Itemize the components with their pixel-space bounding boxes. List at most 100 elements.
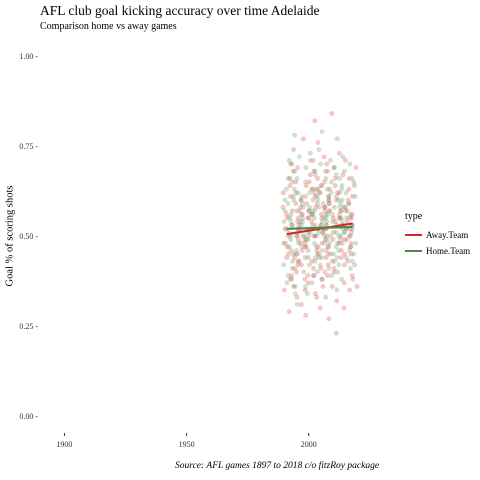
data-point-home [334, 287, 340, 293]
data-point-away [315, 175, 321, 181]
data-point-away [316, 255, 322, 261]
y-tick-label: 0.50 - [19, 232, 38, 241]
data-point-home [290, 222, 295, 228]
data-point-home [314, 233, 320, 239]
data-point-home [330, 211, 336, 217]
data-point-home [311, 273, 317, 279]
data-point-away [331, 265, 337, 271]
data-point-home [347, 161, 353, 167]
data-point-home [339, 197, 345, 203]
data-point-away [294, 233, 300, 239]
data-point-away [306, 208, 312, 214]
data-point-away [298, 197, 304, 203]
legend-key-home [405, 250, 422, 252]
data-point-away [309, 219, 315, 225]
data-point-home [346, 201, 352, 207]
data-point-away [311, 168, 317, 174]
data-point-home [338, 237, 344, 243]
data-point-home [330, 219, 335, 225]
data-point-home [292, 291, 298, 297]
data-point-away [338, 208, 344, 214]
data-point-away [305, 237, 311, 243]
data-point-away [321, 154, 327, 160]
data-point-home [319, 247, 325, 253]
data-point-away [320, 283, 326, 289]
data-point-away [322, 208, 328, 214]
data-point-away [296, 258, 302, 264]
data-point-home [352, 193, 358, 199]
data-point-home [339, 276, 345, 282]
chart-title: AFL club goal kicking accuracy over time… [40, 3, 320, 18]
data-point-away [339, 240, 345, 246]
data-point-home [282, 226, 288, 232]
data-point-away [311, 265, 317, 271]
data-point-away [319, 215, 325, 221]
data-point-away [286, 251, 291, 257]
x-tick-label: 1950 [179, 440, 195, 449]
data-point-away [337, 190, 342, 196]
data-point-away [352, 183, 357, 189]
data-point-away [295, 165, 301, 171]
data-point-away [349, 229, 354, 235]
data-point-away [284, 215, 290, 221]
data-point-home [344, 237, 350, 243]
data-point-home [314, 186, 320, 192]
data-point-away [322, 237, 328, 243]
data-point-home [299, 201, 305, 207]
x-tick-label: 2000 [301, 440, 317, 449]
data-point-away [282, 240, 288, 246]
data-point-away [319, 276, 325, 282]
data-point-away [326, 316, 332, 322]
data-point-away [311, 273, 316, 279]
data-point-home [333, 244, 339, 250]
data-point-home [291, 186, 297, 192]
data-point-away [280, 190, 286, 196]
legend-item-home: Home.Team [405, 243, 470, 259]
data-point-away [290, 265, 296, 271]
x-axis: 1900 1950 2000 [56, 433, 317, 449]
data-point-home [335, 269, 341, 275]
data-point-away [323, 247, 329, 253]
data-point-home [300, 219, 305, 225]
data-point-home [325, 211, 331, 217]
data-point-away [309, 186, 315, 192]
data-point-away [304, 201, 310, 207]
data-point-home [327, 157, 333, 163]
data-point-away [284, 244, 290, 250]
data-point-away [300, 136, 306, 142]
data-point-home [304, 291, 310, 297]
data-point-away [329, 283, 335, 289]
data-point-away [331, 165, 337, 171]
data-point-away [342, 157, 348, 163]
data-point-away [292, 255, 297, 261]
data-point-away [299, 211, 305, 217]
chart-subtitle: Comparison home vs away games [40, 21, 177, 32]
data-point-away [295, 215, 301, 221]
data-point-home [310, 211, 316, 217]
data-point-away [326, 201, 332, 207]
data-point-away [311, 233, 317, 239]
data-point-home [287, 215, 293, 221]
data-point-away [293, 201, 299, 207]
data-point-home [285, 273, 291, 279]
data-point-home [347, 244, 353, 250]
y-tick-label: 1.00 - [19, 52, 38, 61]
data-point-away [322, 204, 328, 210]
legend-title: type [405, 211, 423, 222]
data-point-home [320, 229, 326, 235]
data-point-home [292, 168, 298, 174]
data-point-home [338, 215, 344, 221]
data-point-home [341, 204, 347, 210]
data-point-away [284, 211, 290, 217]
data-point-away [348, 244, 354, 250]
data-point-home [351, 179, 357, 185]
data-point-home [336, 262, 342, 268]
data-point-away [326, 197, 332, 203]
data-point-away [341, 280, 347, 286]
data-point-home [321, 233, 327, 239]
data-point-away [310, 157, 316, 163]
data-point-away [322, 269, 328, 275]
x-tick-label: 1900 [56, 440, 72, 449]
data-point-home [323, 211, 329, 217]
data-point-home [314, 251, 320, 257]
